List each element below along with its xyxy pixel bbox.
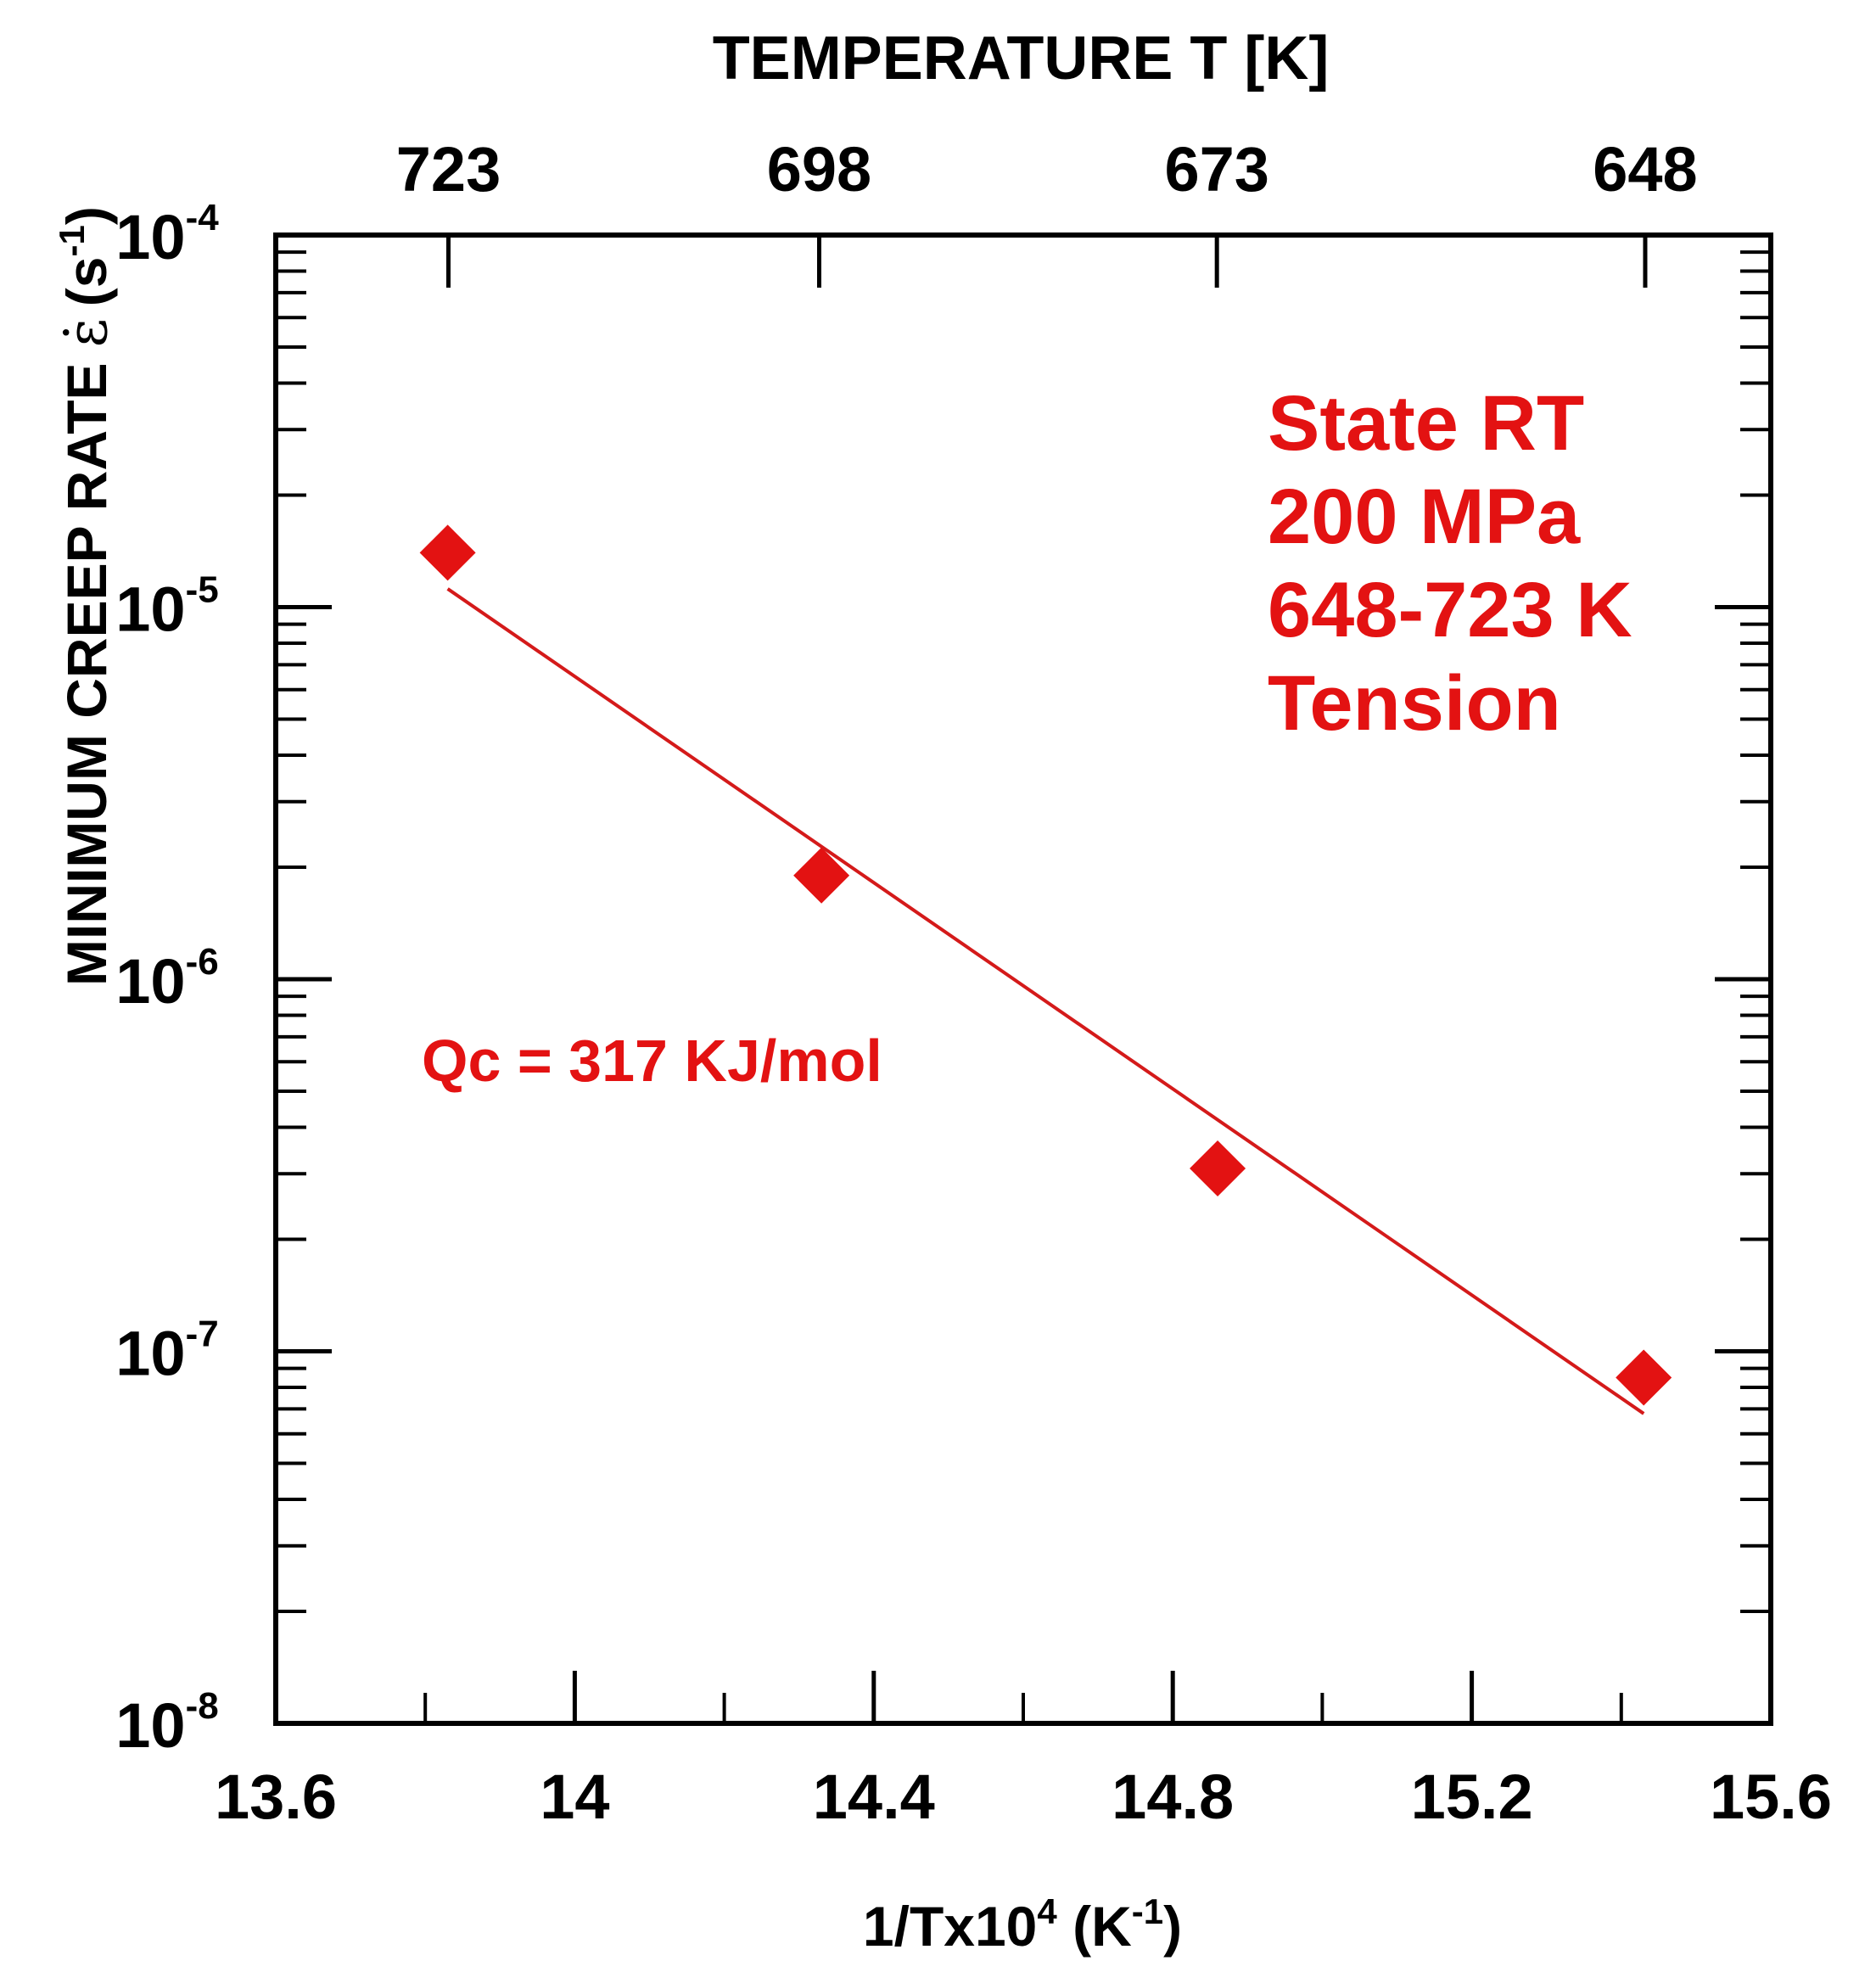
note-state: State RT [1268, 380, 1584, 467]
x-tick-label: 14.4 [813, 1762, 935, 1832]
y-tick-exponent: -4 [186, 197, 220, 238]
y-tick-exponent: -7 [186, 1314, 219, 1355]
y-axis-title: MINIMUM CREEP RATE ε̇ (s-1) [52, 206, 120, 986]
x-tick-label: 14.8 [1112, 1762, 1234, 1832]
y-tick-exponent: -5 [186, 569, 219, 611]
x-axis-title-sup: 4 [1037, 1891, 1057, 1931]
y-tick-label: 10-4 [115, 197, 219, 272]
x-tick-label: 14 [540, 1762, 609, 1832]
condition-notes: State RT 200 MPa 648-723 K Tension [1268, 380, 1632, 747]
y-tick-base: 10 [115, 1690, 185, 1761]
y-tick-base: 10 [115, 946, 185, 1017]
y-axis-title-unit-sup: -1 [52, 225, 92, 256]
note-stress: 200 MPa [1268, 473, 1581, 560]
y-tick-base: 10 [115, 574, 185, 645]
top-tick-label: 723 [396, 134, 501, 204]
top-tick-label: 673 [1164, 134, 1268, 204]
x-axis-title-unit-sup: -1 [1132, 1891, 1163, 1931]
note-temp-range: 648-723 K [1268, 567, 1632, 653]
y-axis-title-unit-close: ) [55, 206, 118, 225]
data-point-diamond [1190, 1140, 1246, 1197]
data-points [419, 524, 1672, 1406]
y-major-ticks: 10-810-710-610-510-4 [115, 197, 1771, 1761]
x-tick-label: 13.6 [215, 1762, 337, 1832]
activation-energy-label: Qc = 317 KJ/mol [422, 1028, 882, 1094]
minor-ticks [276, 250, 1771, 1723]
x-axis-title-unit: (K [1057, 1895, 1132, 1958]
x-axis-title-main: 1/Tx10 [863, 1895, 1037, 1958]
y-tick-exponent: -6 [186, 941, 219, 983]
y-tick-base: 10 [115, 1319, 185, 1389]
y-tick-label: 10-6 [115, 941, 218, 1017]
y-tick-label: 10-7 [115, 1314, 218, 1389]
top-tick-label: 648 [1593, 134, 1697, 204]
y-tick-label: 10-5 [115, 569, 218, 645]
x-axis-title: 1/Tx104 (K-1) [863, 1891, 1182, 1958]
y-axis-title-symbol: ε̇ [54, 318, 120, 347]
svg-text:MINIMUM CREEP RATEε̇(s-1): MINIMUM CREEP RATE ε̇ (s-1) [52, 206, 120, 986]
top-tick-label: 698 [767, 134, 871, 204]
x-tick-label: 15.6 [1710, 1762, 1832, 1832]
top-temperature-ticks: 723 698 673 648 [396, 134, 1698, 288]
y-axis-title-unit: (s [55, 257, 118, 307]
fit-line [446, 587, 1645, 1415]
y-tick-exponent: -8 [186, 1685, 219, 1727]
note-mode: Tension [1268, 660, 1561, 747]
x-axis-title-unit-close: ) [1163, 1895, 1182, 1958]
data-point-diamond [1616, 1349, 1672, 1406]
x-tick-label: 15.2 [1411, 1762, 1533, 1832]
data-point-diamond [793, 847, 850, 904]
data-point-diamond [419, 524, 476, 581]
top-axis-title: TEMPERATURE T [K] [713, 25, 1330, 92]
y-tick-base: 10 [115, 202, 185, 272]
y-tick-label: 10-8 [115, 1685, 218, 1761]
x-major-ticks: 13.6 14 14.4 14.8 15.2 15.6 [215, 1671, 1832, 1832]
y-axis-title-main: MINIMUM CREEP RATE [55, 362, 118, 986]
